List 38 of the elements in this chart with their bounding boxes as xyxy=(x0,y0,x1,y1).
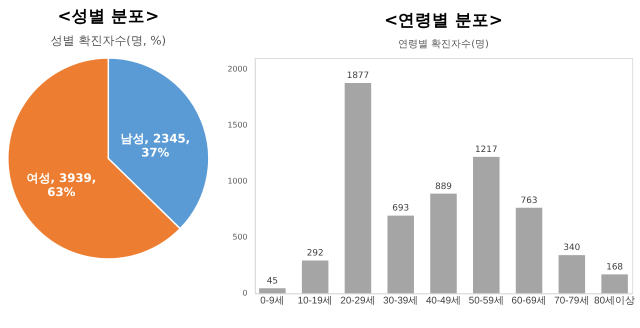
bar xyxy=(344,82,372,294)
data-label: 693 xyxy=(392,204,410,214)
x-tick-label: 80세이상 xyxy=(594,296,636,307)
bar xyxy=(259,288,286,294)
data-label: 1877 xyxy=(346,71,370,82)
data-label: 763 xyxy=(520,196,538,206)
y-tick-label: 2000 xyxy=(228,64,248,74)
chart-subtitle: 연령별 확진자수(명) xyxy=(398,39,489,50)
y-tick-label: 500 xyxy=(232,232,248,242)
bar xyxy=(558,255,586,294)
bar xyxy=(601,274,628,294)
data-label: 292 xyxy=(306,248,324,259)
bar xyxy=(430,194,457,294)
x-tick-label: 20-29세 xyxy=(340,296,376,307)
bar xyxy=(473,156,500,294)
y-tick-label: 0 xyxy=(242,288,248,298)
bar xyxy=(387,216,414,294)
bar xyxy=(302,260,328,294)
x-tick-label: 50-59세 xyxy=(468,296,504,307)
data-label: 340 xyxy=(563,243,581,254)
data-label: 45 xyxy=(266,276,278,286)
chart-title: <성별 분포> xyxy=(57,6,160,26)
data-label: 168 xyxy=(606,262,624,273)
chart-subtitle: 성별 확진자수(명, %) xyxy=(50,33,166,48)
slice-label: 여성, 3939, 63% xyxy=(26,171,96,199)
chart-title: <연령별 분포> xyxy=(384,10,503,30)
x-tick-label: 40-49세 xyxy=(426,296,462,307)
data-label: 1217 xyxy=(475,145,498,156)
x-tick-label: 70-79세 xyxy=(554,296,590,307)
y-tick-label: 1500 xyxy=(228,120,248,130)
x-tick-label: 10-19세 xyxy=(298,296,333,307)
slice-label: 남성, 2345, 37% xyxy=(120,132,190,160)
bar xyxy=(516,208,542,294)
data-label: 889 xyxy=(435,182,452,192)
y-tick-label: 1000 xyxy=(228,176,248,186)
x-tick-label: 60-69세 xyxy=(512,296,547,307)
x-tick-label: 0-9세 xyxy=(260,296,284,307)
x-tick-label: 30-39세 xyxy=(383,296,418,307)
